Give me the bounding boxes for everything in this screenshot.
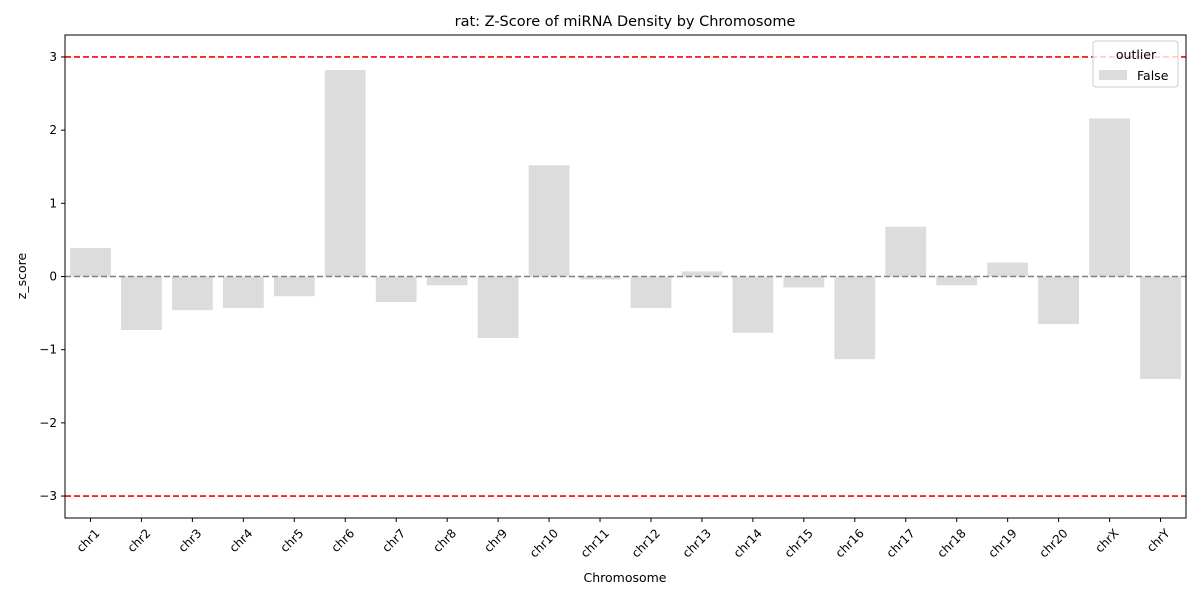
bar-chr2	[121, 276, 162, 330]
bar-chr13	[681, 271, 723, 277]
y-tick-label: 2	[49, 123, 57, 137]
bar-chr9	[477, 276, 519, 338]
x-tick-label: chrY	[1144, 526, 1173, 555]
bar-chr14	[732, 276, 774, 333]
x-tick-label: chr6	[328, 526, 357, 555]
x-tick-label: chr4	[227, 526, 256, 555]
x-tick-label: chr17	[884, 526, 918, 560]
plot-area: −3 −2 −1 0 1 2 3 chr1 chr2 chr3 chr4 chr5 chr6 chr7 ch…	[39, 34, 1187, 560]
legend: outlier False	[1092, 40, 1179, 88]
bar-chr7	[375, 276, 417, 303]
chart-title: rat: Z-Score of miRNA Density by Chromos…	[455, 14, 796, 30]
x-tick-label: chr2	[125, 526, 154, 555]
x-tick-label: chr15	[782, 526, 816, 560]
legend-title: outlier	[1116, 47, 1157, 62]
y-tick-label: 3	[49, 50, 57, 64]
bar-chr3	[172, 276, 213, 311]
bar-chr5	[273, 276, 315, 297]
x-tick-label: chr19	[985, 526, 1019, 560]
bar-chr12	[630, 276, 672, 308]
x-tick-label: chrX	[1092, 526, 1121, 555]
bar-chr11	[579, 276, 621, 280]
y-tick-label: −3	[39, 489, 57, 503]
legend-swatch-false	[1099, 70, 1127, 80]
bar-chrY	[1140, 276, 1181, 379]
x-tick-label: chr9	[481, 526, 510, 555]
y-axis-label: z_score	[14, 252, 29, 299]
y-tick-label: 1	[49, 196, 57, 210]
bar-chr18	[936, 276, 978, 286]
bar-chr1	[70, 247, 111, 277]
y-tick-label: 0	[49, 270, 57, 284]
bar-chr4	[222, 276, 264, 308]
bar-chr17	[885, 226, 927, 277]
bar-chr10	[528, 165, 570, 277]
x-tick-label: chr5	[278, 526, 307, 555]
x-tick-label: chr1	[74, 526, 103, 555]
x-axis-label: Chromosome	[583, 570, 666, 585]
x-tick-label: chr12	[629, 526, 663, 560]
y-tick-label: −1	[39, 343, 57, 357]
x-tick-label: chr11	[578, 526, 612, 560]
x-tick-label: chr7	[379, 526, 408, 555]
x-tick-label: chr20	[1036, 526, 1070, 560]
bar-chr8	[426, 276, 468, 286]
bar-chrX	[1089, 118, 1130, 277]
bar-chr19	[987, 262, 1029, 277]
bar-chr15	[783, 276, 825, 288]
x-tick-label: chr16	[833, 526, 867, 560]
legend-label-false: False	[1137, 68, 1169, 83]
x-tick-label: chr13	[680, 526, 714, 560]
x-tick-label: chr14	[731, 526, 765, 560]
x-tick-label: chr18	[935, 526, 969, 560]
bar-chr6	[324, 70, 366, 277]
y-tick-label: −2	[39, 416, 57, 430]
x-tick-label: chr10	[527, 526, 561, 560]
x-tick-label: chr3	[176, 526, 205, 555]
bar-chr20	[1038, 276, 1079, 325]
x-tick-label: chr8	[430, 526, 459, 555]
bar-chr16	[834, 276, 876, 360]
